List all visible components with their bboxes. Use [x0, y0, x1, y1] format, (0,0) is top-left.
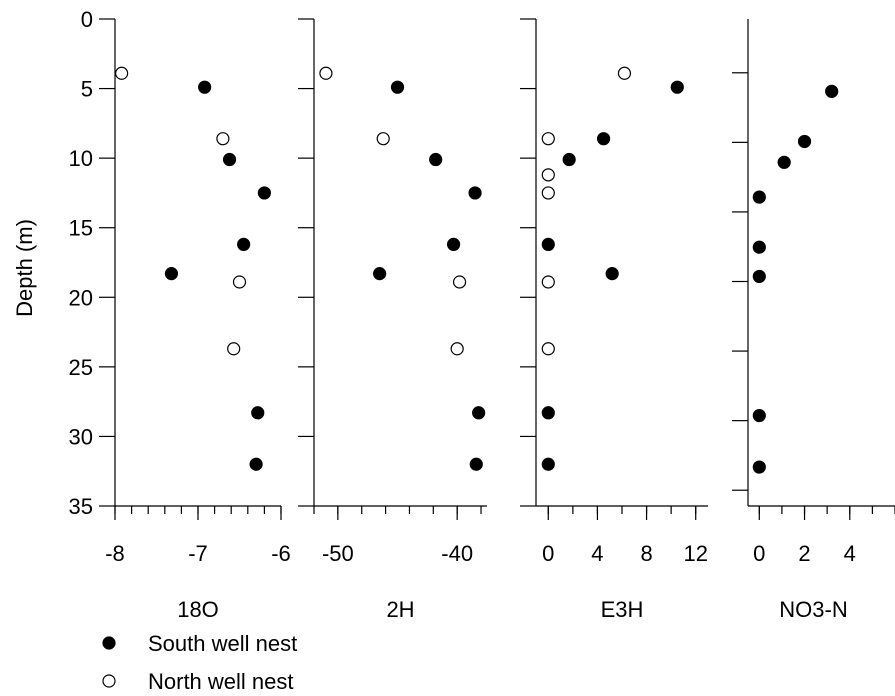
- y-tick-label: 25: [69, 355, 93, 380]
- x-axis-title: NO3-N: [779, 597, 847, 622]
- data-point-south: [825, 84, 839, 98]
- x-tick-label: 0: [542, 541, 554, 566]
- x-tick-label: -50: [322, 541, 354, 566]
- data-point-south: [596, 132, 611, 146]
- data-point-south: [541, 406, 555, 420]
- data-point-south: [198, 80, 212, 94]
- data-point-south: [390, 80, 405, 94]
- x-tick-label: -6: [271, 541, 291, 566]
- data-point-south: [373, 267, 387, 281]
- x-tick-label: -7: [188, 541, 208, 566]
- data-point-south: [429, 152, 443, 167]
- data-point-north: [319, 66, 333, 80]
- data-point-south: [562, 152, 576, 167]
- y-tick-label: 10: [69, 146, 93, 171]
- data-point-south: [472, 406, 486, 420]
- x-tick-label: 4: [591, 541, 603, 566]
- x-tick-label: 4: [844, 541, 856, 566]
- data-point-north: [541, 342, 555, 356]
- data-point-north: [541, 275, 555, 289]
- y-axis-title: Depth (m): [12, 219, 37, 317]
- data-point-north: [541, 186, 555, 200]
- data-point-south: [670, 80, 684, 94]
- panel-3: 0 4 8 12 E3H: [520, 18, 708, 622]
- panel-1: 0 5 10 15 20 25 30 35 -8 -7 -6 18O: [69, 7, 291, 622]
- x-axis-title: 2H: [386, 597, 414, 622]
- data-point-south: [237, 237, 251, 252]
- data-point-north: [450, 342, 464, 356]
- data-point-south: [752, 240, 766, 254]
- x-tick-label: -8: [105, 541, 125, 566]
- panel-4: 0 2 4 NO3-N: [732, 19, 895, 622]
- x-tick-label: 0: [753, 541, 765, 566]
- x-tick-label: -40: [441, 541, 473, 566]
- data-point-north: [452, 275, 467, 289]
- y-tick-label: 35: [69, 494, 93, 519]
- data-point-north: [541, 168, 555, 182]
- y-axis-title-group: Depth (m): [12, 219, 37, 317]
- data-point-south: [777, 155, 791, 169]
- data-point-south: [541, 237, 555, 252]
- data-point-south: [469, 457, 483, 471]
- data-point-south: [541, 457, 555, 471]
- legend-item-north: North well nest: [102, 669, 294, 694]
- data-point-south: [446, 237, 461, 252]
- data-point-north: [227, 342, 241, 356]
- data-point-south: [605, 267, 619, 281]
- x-tick-label: 8: [640, 541, 652, 566]
- panel-2: -50 -40 2H: [298, 18, 487, 622]
- x-tick-label: 2: [798, 541, 810, 566]
- y-tick-label: 0: [81, 7, 93, 32]
- data-point-south: [752, 190, 766, 204]
- y-tick-label: 20: [69, 285, 93, 310]
- data-point-south: [468, 186, 482, 200]
- legend: South well nest North well nest: [102, 631, 297, 694]
- x-tick-label: 12: [683, 541, 707, 566]
- data-point-south: [797, 134, 812, 149]
- x-axis-title: E3H: [601, 597, 644, 622]
- legend-label-north: North well nest: [148, 669, 294, 694]
- data-point-south: [251, 406, 265, 420]
- data-point-south: [752, 408, 766, 423]
- x-axis-title: 18O: [177, 597, 219, 622]
- legend-marker-open: [102, 674, 116, 688]
- legend-marker-filled: [102, 636, 116, 650]
- data-point-south: [222, 152, 237, 167]
- data-point-south: [164, 267, 179, 281]
- legend-item-south: South well nest: [102, 631, 297, 656]
- legend-label-south: South well nest: [148, 631, 297, 656]
- data-point-south: [257, 186, 271, 200]
- data-point-south: [249, 457, 263, 471]
- data-point-north: [216, 132, 230, 146]
- data-point-south: [752, 460, 766, 474]
- data-point-north: [376, 132, 390, 146]
- y-tick-label: 30: [69, 424, 93, 449]
- y-tick-label: 15: [69, 216, 93, 241]
- y-tick-label: 5: [81, 77, 93, 102]
- data-point-north: [541, 132, 555, 146]
- data-point-north: [115, 66, 129, 80]
- data-point-south: [752, 269, 766, 284]
- data-point-north: [232, 275, 247, 289]
- data-point-north: [617, 66, 632, 80]
